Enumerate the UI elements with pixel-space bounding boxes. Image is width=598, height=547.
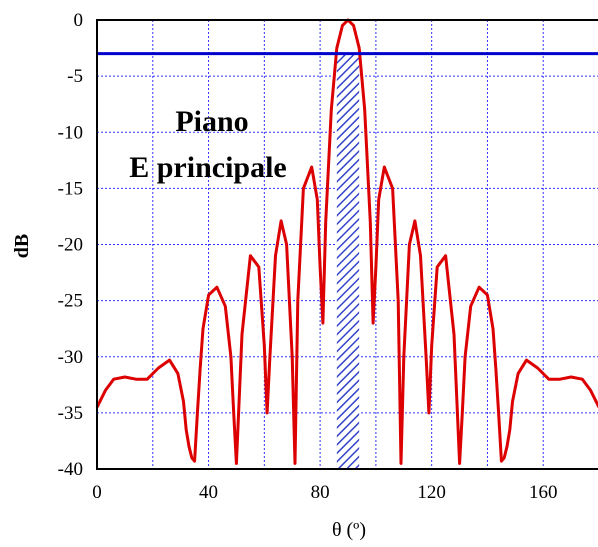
y-tick-label: -30	[58, 347, 83, 368]
x-tick-label: 160	[529, 482, 558, 503]
beamwidth-band-layer	[336, 53, 360, 470]
y-tick-label: 0	[74, 10, 84, 31]
x-axis-title: θ (º)	[332, 519, 366, 541]
y-tick-label: -20	[58, 235, 83, 256]
y-tick-labels: 0 -5 -10 -15 -20 -25 -30 -35 -40	[58, 10, 83, 480]
plot-frame	[96, 19, 598, 470]
annotation-line-1: Piano	[175, 105, 248, 138]
y-tick-label: -25	[58, 291, 83, 312]
y-tick-label: -40	[58, 459, 83, 480]
y-tick-label: -5	[67, 66, 83, 87]
x-tick-label: 120	[417, 482, 446, 503]
y-axis-title: dB	[11, 234, 33, 258]
x-tick-label: 80	[311, 482, 330, 503]
x-tick-labels: 0 40 80 120 160	[92, 482, 557, 503]
beamwidth-band	[336, 53, 360, 470]
annotation-line-2: E principale	[129, 151, 287, 184]
y-tick-label: -35	[58, 403, 83, 424]
y-tick-label: -10	[58, 122, 83, 143]
y-tick-label: -15	[58, 178, 83, 199]
x-tick-label: 40	[199, 482, 218, 503]
x-tick-label: 0	[92, 482, 102, 503]
